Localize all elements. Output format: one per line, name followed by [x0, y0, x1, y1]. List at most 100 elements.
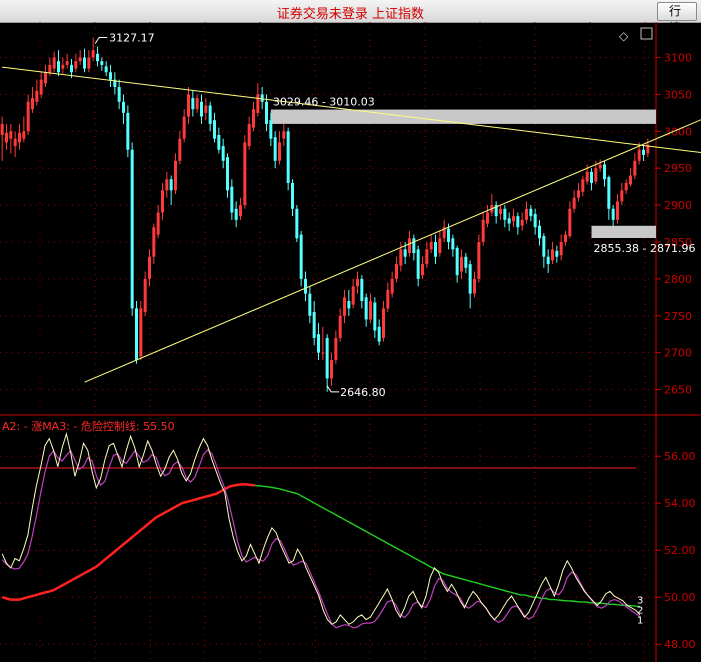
candle-up: [343, 297, 346, 316]
candle-up: [499, 208, 502, 214]
candle-up: [408, 238, 411, 254]
candle-up: [239, 205, 242, 217]
candle-up: [148, 256, 151, 279]
candle-up: [178, 138, 182, 161]
candle-down: [377, 326, 381, 342]
candle-down: [169, 179, 173, 191]
candle-down: [104, 66, 108, 73]
candle-down: [100, 61, 104, 65]
osc-fast-line: [1, 431, 641, 625]
y-tick-label-price: 2800: [664, 273, 692, 286]
stock-chart[interactable]: 2650 2700 2750 2800 2850 2900 2950 3000 3050 3100…: [0, 22, 701, 662]
osc-slow-rising: [1, 483, 255, 601]
candle-up: [65, 61, 69, 65]
candle-down: [122, 101, 125, 113]
candle-up: [156, 212, 160, 235]
zone-lower: [591, 225, 656, 239]
candle-down: [286, 131, 290, 183]
candle-up: [204, 105, 208, 113]
candle-down: [529, 208, 533, 217]
candle-down: [347, 301, 351, 309]
candle-down: [273, 137, 277, 161]
candle-up: [0, 123, 4, 135]
candle-down: [113, 79, 117, 88]
candle-up: [256, 94, 260, 113]
candle-down: [226, 157, 229, 191]
candle-up: [74, 61, 78, 69]
osc-legend: A2: - 涨MA3: - 危险控制线: 55.50: [2, 419, 175, 433]
candle-up: [195, 98, 199, 110]
candle-down: [451, 238, 455, 250]
zone-upper: [270, 109, 656, 124]
candle-up: [425, 249, 429, 265]
y-tick-label-price: 3000: [664, 125, 692, 138]
candle-up: [616, 201, 619, 220]
y-tick-label-osc: 54.00: [664, 497, 696, 510]
candle-down: [234, 208, 238, 220]
candle-up: [551, 249, 554, 261]
window-title: 证券交易未登录 上证指数: [276, 7, 425, 22]
candle-up: [633, 160, 637, 176]
candle-down: [96, 53, 99, 62]
candle-up: [278, 142, 281, 161]
candle-up: [460, 256, 463, 272]
candle-down: [494, 205, 498, 217]
candle-down: [642, 149, 645, 155]
candle-up: [442, 227, 446, 239]
candle-down: [503, 208, 507, 220]
candle-down: [546, 256, 550, 265]
zone-upper-label: 3029.46 - 3010.03: [273, 96, 375, 109]
candle-down: [295, 208, 299, 239]
candle-up: [22, 131, 26, 139]
osc-end-label: 2: [637, 606, 643, 617]
high-label: 3127.17: [109, 31, 154, 44]
candle-down: [373, 302, 377, 331]
candle-up: [382, 308, 385, 338]
candle-up: [243, 142, 247, 206]
zone-lower-label: 2855.38 - 2871.96: [594, 242, 696, 255]
candle-up: [26, 101, 30, 132]
candle-up: [386, 289, 390, 309]
candle-up: [5, 132, 8, 143]
candle-down: [447, 228, 450, 242]
candle-up: [282, 131, 286, 139]
trendline-1: [2, 66, 701, 154]
candle-up: [429, 241, 433, 250]
candle-down: [516, 216, 520, 228]
candle-up: [87, 57, 91, 69]
y-tick-label-osc: 50.00: [664, 591, 696, 604]
osc-slow-line: [2, 483, 641, 608]
candle-up: [572, 197, 576, 209]
candle-up: [395, 264, 398, 279]
candle-up: [477, 241, 481, 279]
low-label: 2646.80: [340, 386, 386, 399]
candle-down: [213, 120, 216, 139]
candle-up: [559, 241, 563, 256]
candle-down: [455, 247, 459, 276]
quote-button[interactable]: 行 情: [657, 2, 697, 35]
candle-up: [568, 208, 572, 237]
candle-up: [44, 72, 47, 84]
candle-down: [416, 249, 420, 279]
y-tick-label-osc: 48.00: [664, 638, 696, 651]
candle-up: [624, 182, 628, 191]
candle-down: [200, 101, 203, 117]
candle-down: [135, 308, 138, 361]
candle-down: [555, 250, 559, 257]
candle-up: [629, 175, 632, 185]
candle-up: [473, 278, 476, 294]
candle-down: [542, 236, 546, 257]
candle-up: [48, 64, 52, 73]
candle-up: [351, 286, 355, 305]
candle-down: [507, 218, 511, 224]
candle-down: [325, 337, 329, 379]
candle-up: [620, 190, 624, 202]
candle-down: [126, 112, 130, 150]
candle-down: [191, 98, 195, 110]
candle-up: [520, 219, 524, 226]
candle-up: [61, 64, 65, 69]
candle-up: [399, 249, 403, 266]
candle-up: [486, 212, 489, 224]
candle-down: [412, 238, 416, 254]
candle-down: [308, 293, 312, 316]
